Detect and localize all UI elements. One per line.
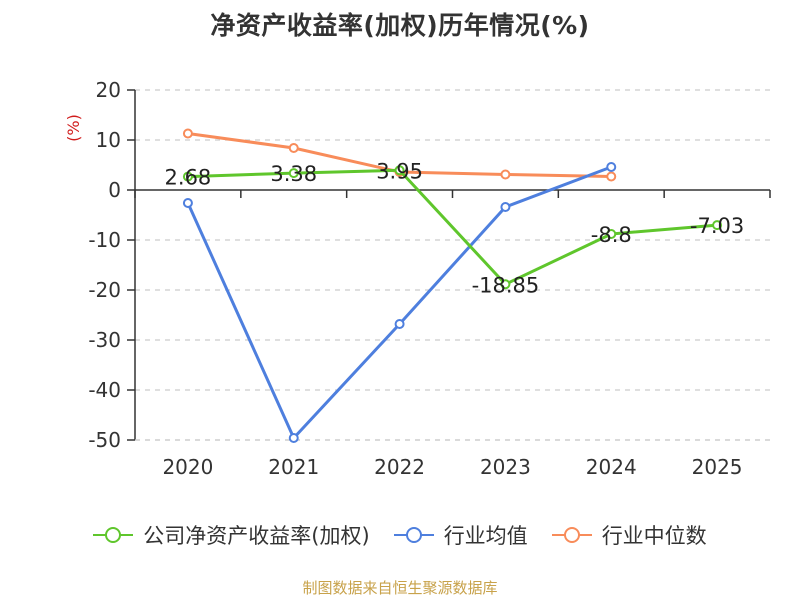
data-label: -7.03	[690, 214, 744, 238]
x-tick-label: 2024	[586, 455, 637, 479]
series-line-1	[186, 165, 612, 440]
legend-label-company: 公司净资产收益率(加权)	[143, 524, 370, 548]
data-point-1	[182, 198, 193, 208]
y-tick-label: -50	[88, 428, 121, 452]
data-point-0	[288, 168, 299, 179]
chart-title: 净资产收益率(加权)历年情况(%)	[210, 11, 590, 40]
data-label: -18.85	[472, 273, 540, 297]
legend-item-industry-mean[interactable]: 行业均值	[393, 520, 528, 550]
y-axis-label: (%)	[64, 114, 83, 142]
data-point-1	[288, 433, 299, 443]
y-tick-label: -10	[88, 228, 121, 252]
data-point-2	[288, 143, 299, 153]
data-point-0	[606, 229, 617, 239]
data-point-0	[500, 279, 511, 290]
legend-label-industry-median: 行业中位数	[601, 524, 707, 548]
data-point-1	[394, 319, 405, 329]
data-point-1	[500, 202, 511, 212]
data-point-1	[606, 162, 617, 172]
y-tick-label: 10	[96, 128, 121, 152]
data-point-2	[500, 169, 511, 180]
x-tick-label: 2023	[480, 455, 531, 479]
data-point-0	[182, 171, 193, 182]
legend-marker-industry-median	[551, 527, 592, 543]
x-tick-label: 2020	[162, 455, 213, 479]
data-label: -8.8	[591, 223, 632, 247]
y-tick-label: -40	[88, 378, 121, 402]
y-tick-label: -20	[88, 278, 121, 302]
data-label: 2.68	[165, 166, 212, 190]
y-tick-label: 0	[108, 178, 121, 202]
legend-item-industry-median[interactable]: 行业中位数	[551, 520, 707, 550]
legend-item-company[interactable]: 公司净资产收益率(加权)	[93, 520, 370, 550]
data-point-0	[394, 165, 405, 176]
data-label: 3.38	[270, 162, 317, 186]
data-label: 3.95	[376, 159, 423, 183]
legend: 公司净资产收益率(加权) 行业均值 行业中位数	[0, 518, 800, 552]
legend-marker-company	[93, 527, 134, 543]
data-point-0	[712, 220, 723, 231]
legend-label-industry-mean: 行业均值	[443, 524, 528, 548]
y-tick-label: -30	[88, 328, 121, 352]
legend-marker-industry-mean	[393, 527, 434, 543]
data-point-2	[606, 171, 617, 182]
data-source-note: 制图数据来自恒生聚源数据库	[302, 579, 498, 597]
x-tick-label: 2022	[374, 455, 425, 479]
x-tick-label: 2021	[268, 455, 319, 479]
x-tick-label: 2025	[692, 455, 743, 479]
data-point-2	[182, 128, 193, 139]
y-tick-label: 20	[96, 78, 121, 102]
series-line-0	[187, 168, 718, 286]
